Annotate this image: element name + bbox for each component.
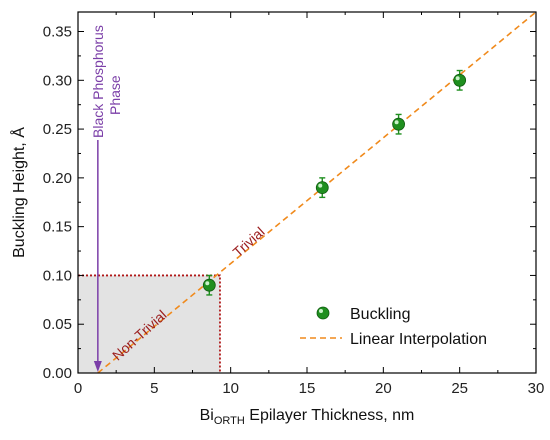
x-tick-label: 0 bbox=[74, 380, 82, 397]
x-axis-label-rest: Epilayer Thickness, nm bbox=[245, 407, 415, 424]
y-tick-label: 0.25 bbox=[43, 121, 72, 138]
data-point bbox=[392, 117, 406, 131]
x-tick-label: 25 bbox=[451, 380, 468, 397]
y-tick-label: 0.05 bbox=[43, 316, 72, 333]
axis-ticks: 0 5 10 15 20 25 30 0.00 0.05 0.10 0.15 0.20 0.25 0.30… bbox=[43, 12, 545, 397]
data-point-highlight bbox=[205, 281, 210, 286]
data-point bbox=[315, 181, 329, 195]
legend-label-buckling: Buckling bbox=[350, 306, 410, 323]
x-tick-label: 30 bbox=[528, 380, 545, 397]
black-phosphorus-arrowhead bbox=[93, 361, 102, 372]
annotation-black-phosphorus: Black Phosphorus bbox=[90, 25, 106, 138]
legend-label-interpolation: Linear Interpolation bbox=[350, 331, 487, 348]
annotation-trivial: Trivial bbox=[230, 224, 268, 261]
data-point-highlight bbox=[318, 183, 323, 188]
data-points bbox=[202, 69, 467, 296]
non-trivial-region bbox=[78, 275, 220, 373]
x-tick-label: 15 bbox=[299, 380, 316, 397]
linear-interpolation-line bbox=[97, 11, 537, 374]
y-tick-label: 0.10 bbox=[43, 267, 72, 284]
x-tick-label: 5 bbox=[150, 380, 158, 397]
annotation-phase: Phase bbox=[107, 75, 123, 115]
data-point-highlight bbox=[394, 120, 399, 125]
y-tick-label: 0.35 bbox=[43, 24, 72, 41]
legend-marker-highlight bbox=[319, 309, 323, 313]
x-axis-label-subscript: ORTH bbox=[214, 415, 245, 427]
data-point bbox=[453, 73, 467, 87]
legend: Buckling Linear Interpolation bbox=[300, 306, 487, 348]
x-tick-label: 10 bbox=[222, 380, 239, 397]
x-tick-label: 20 bbox=[375, 380, 392, 397]
x-axis-label: BiORTH Epilayer Thickness, nm bbox=[200, 407, 415, 427]
data-point bbox=[202, 278, 216, 292]
y-tick-label: 0.20 bbox=[43, 170, 72, 187]
x-axis-label-main: Bi bbox=[200, 407, 214, 424]
non-trivial-region-border bbox=[78, 274, 221, 373]
y-axis-label: Buckling Height, Å bbox=[9, 127, 28, 258]
y-tick-label: 0.30 bbox=[43, 72, 72, 89]
y-tick-label: 0.15 bbox=[43, 219, 72, 236]
y-tick-label: 0.00 bbox=[43, 365, 72, 382]
legend-marker-buckling bbox=[316, 306, 330, 320]
data-point-highlight bbox=[455, 76, 460, 81]
